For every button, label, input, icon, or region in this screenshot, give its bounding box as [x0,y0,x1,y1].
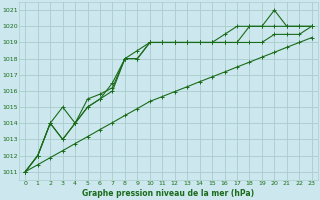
X-axis label: Graphe pression niveau de la mer (hPa): Graphe pression niveau de la mer (hPa) [83,189,255,198]
